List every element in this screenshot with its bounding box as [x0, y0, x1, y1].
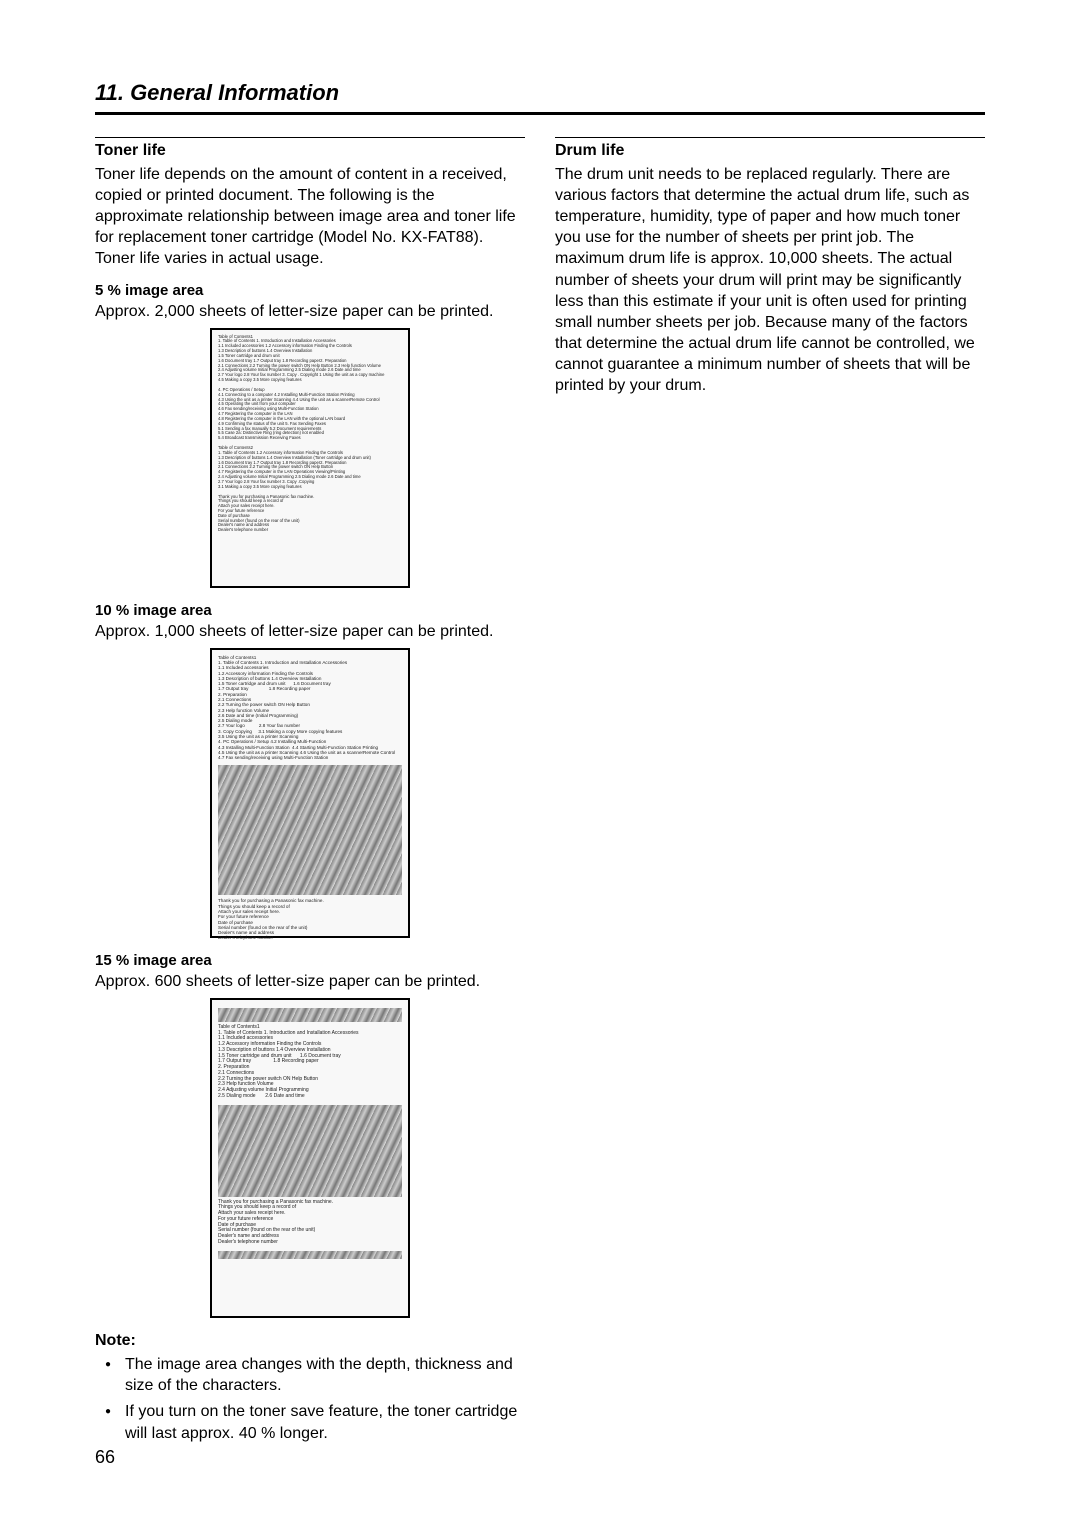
- page-number: 66: [95, 1447, 115, 1468]
- sample-text: Table of Contents1 1. Table of Contents …: [218, 1025, 402, 1100]
- sample-doc-10pct: Table of Contents1 1. Table of Contents …: [210, 648, 410, 938]
- column-divider: [95, 137, 525, 138]
- note-heading: Note:: [95, 1332, 525, 1350]
- drum-life-heading: Drum life: [555, 142, 985, 160]
- sample-text: Thank you for purchasing a Panasonic fax…: [218, 898, 402, 940]
- area5-line: Approx. 2,000 sheets of letter-size pape…: [95, 301, 525, 322]
- sample-text: Thank you for purchasing a Panasonic fax…: [218, 1200, 402, 1246]
- area5-heading: 5 % image area: [95, 282, 525, 299]
- sample-image: [218, 1251, 402, 1259]
- sample-doc-5pct: Table of Contents1 1. Table of Contents …: [210, 328, 410, 588]
- left-column: Toner life Toner life depends on the amo…: [95, 137, 525, 1448]
- sample-image: [218, 1008, 402, 1022]
- note-item: The image area changes with the depth, t…: [111, 1354, 525, 1397]
- toner-life-heading: Toner life: [95, 142, 525, 160]
- sample-image: [218, 1105, 402, 1197]
- sample-text: Table of Contents2 1. Table of Contents …: [218, 446, 402, 489]
- column-divider: [555, 137, 985, 138]
- sample-text: Table of Contents1 1. Table of Contents …: [218, 335, 402, 383]
- area10-line: Approx. 1,000 sheets of letter-size pape…: [95, 621, 525, 642]
- chapter-divider: [95, 112, 985, 115]
- sample-text: Table of Contents1 1. Table of Contents …: [218, 655, 402, 761]
- note-item: If you turn on the toner save feature, t…: [111, 1401, 525, 1444]
- right-column: Drum life The drum unit needs to be repl…: [555, 137, 985, 1448]
- chapter-title: 11. General Information: [95, 80, 985, 106]
- area10-heading: 10 % image area: [95, 602, 525, 619]
- toner-life-body: Toner life depends on the amount of cont…: [95, 164, 525, 270]
- sample-doc-15pct: Table of Contents1 1. Table of Contents …: [210, 998, 410, 1318]
- note-list: The image area changes with the depth, t…: [95, 1354, 525, 1444]
- sample-text: Thank you for purchasing a Panasonic fax…: [218, 495, 402, 534]
- drum-life-body: The drum unit needs to be replaced regul…: [555, 164, 985, 396]
- area15-line: Approx. 600 sheets of letter-size paper …: [95, 971, 525, 992]
- sample-image: [218, 765, 402, 895]
- sample-text: 4. PC Operations / Setup 4.1 Connecting …: [218, 388, 402, 441]
- area15-heading: 15 % image area: [95, 952, 525, 969]
